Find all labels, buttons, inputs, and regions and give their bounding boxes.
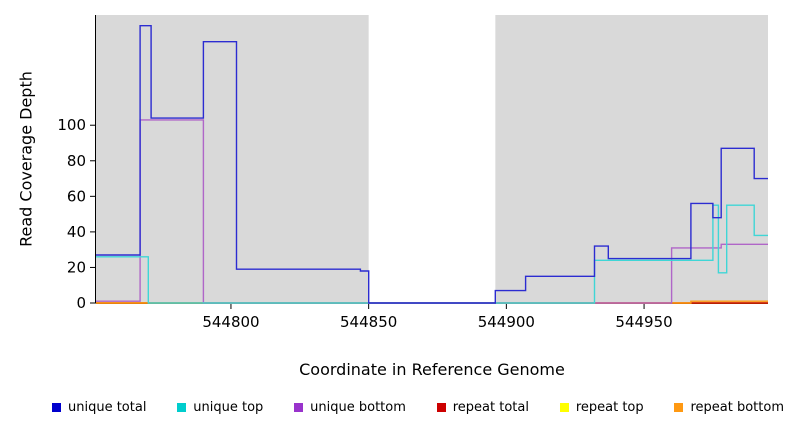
legend-item-repeat-total: repeat total — [436, 400, 529, 415]
y-tick-label: 40 — [67, 223, 86, 241]
x-axis-title: Coordinate in Reference Genome — [299, 360, 565, 379]
legend: unique total unique top unique bottom repea… — [52, 400, 784, 415]
x-tick-label: 544850 — [340, 313, 397, 331]
series-unique-top — [96, 204, 768, 304]
legend-label: unique total — [68, 400, 147, 415]
series-unique-total — [96, 25, 768, 304]
legend-label: repeat bottom — [690, 400, 784, 415]
x-tick-label: 544800 — [202, 313, 259, 331]
legend-swatch-repeat-top — [559, 403, 569, 412]
shaded-region — [96, 15, 369, 303]
legend-swatch-repeat-bottom — [674, 403, 684, 412]
legend-label: repeat total — [452, 400, 529, 415]
legend-swatch-repeat-total — [436, 403, 446, 412]
y-tick-label: 0 — [76, 294, 86, 312]
legend-item-unique-top: unique top — [177, 400, 263, 415]
y-axis-title: Read Coverage Depth — [16, 71, 36, 247]
y-tick-label: 80 — [67, 152, 86, 170]
legend-item-unique-total: unique total — [52, 400, 146, 415]
legend-label: unique top — [193, 400, 264, 415]
x-tick-label: 544900 — [478, 313, 535, 331]
legend-item-repeat-bottom: repeat bottom — [674, 400, 784, 415]
legend-item-repeat-top: repeat top — [559, 400, 644, 415]
legend-swatch-unique-total — [52, 403, 61, 412]
legend-label: repeat top — [575, 400, 644, 415]
legend-item-unique-bottom: unique bottom — [294, 400, 406, 415]
x-tick-label: 544950 — [615, 313, 672, 331]
y-tick-label: 60 — [67, 187, 86, 205]
legend-label: unique bottom — [310, 400, 406, 415]
y-tick-label: 100 — [57, 116, 86, 134]
y-tick-label: 20 — [67, 258, 86, 276]
legend-swatch-unique-bottom — [294, 403, 304, 412]
shaded-region — [495, 15, 768, 303]
legend-swatch-unique-top — [177, 403, 187, 412]
